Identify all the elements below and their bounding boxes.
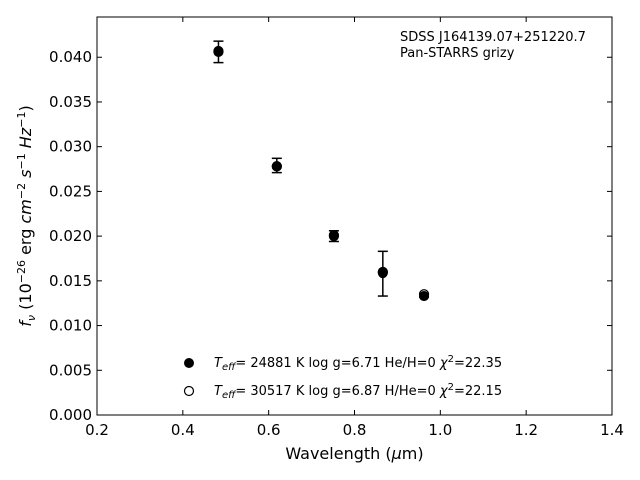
axis-ticks [96, 17, 613, 416]
y-axis-label: fν (10−26 erg cm−2 s−1 Hz−1) [15, 105, 38, 326]
y-tick-label: 0.015 [49, 272, 92, 290]
x-tick-label: 0.4 [171, 421, 195, 439]
y-tick-label: 0.010 [49, 317, 92, 335]
error-bars [213, 40, 430, 300]
model-point-filled [377, 266, 388, 277]
x-tick-label: 1.0 [428, 421, 452, 439]
annotation-object: SDSS J164139.07+251220.7 [400, 30, 586, 45]
y-tick-label: 0.005 [49, 361, 92, 379]
x-tick-labels: 0.2 0.4 0.6 0.8 1.0 1.2 1.4 [85, 421, 624, 439]
y-tick-labels: 0.000 0.005 0.010 0.015 0.020 0.025 0.030 0.035… [49, 48, 92, 424]
y-tick-label: 0.000 [49, 406, 92, 424]
legend-filled-marker [184, 358, 194, 368]
model-point-filled [328, 230, 339, 241]
legend: Teff= 24881 K log g=6.71 He/H=0 χ2=22.35… [183, 354, 502, 401]
y-tick-label: 0.040 [49, 48, 92, 66]
x-tick-label: 0.6 [257, 421, 281, 439]
model-point-filled [418, 290, 430, 302]
x-tick-label: 0.8 [343, 421, 367, 439]
x-tick-label: 0.2 [85, 421, 109, 439]
series-filled-markers [213, 46, 430, 302]
y-tick-label: 0.025 [49, 182, 92, 200]
y-tick-label: 0.020 [49, 227, 92, 245]
annotation-survey: Pan-STARRS grizy [400, 46, 515, 61]
x-tick-label: 1.2 [514, 421, 538, 439]
x-axis-label: Wavelength (μm) [285, 444, 423, 463]
legend-entry-2: Teff= 30517 K log g=6.87 H/He=0 χ2=22.15 [214, 382, 502, 401]
y-tick-label: 0.035 [49, 93, 92, 111]
model-point-filled [213, 46, 224, 57]
model-point-filled [271, 161, 282, 172]
y-tick-label: 0.030 [49, 138, 92, 156]
legend-entry-1: Teff= 24881 K log g=6.71 He/H=0 χ2=22.35 [214, 354, 502, 373]
series-open-markers [213, 45, 430, 300]
legend-open-marker [183, 385, 195, 397]
x-tick-label: 1.4 [600, 421, 624, 439]
